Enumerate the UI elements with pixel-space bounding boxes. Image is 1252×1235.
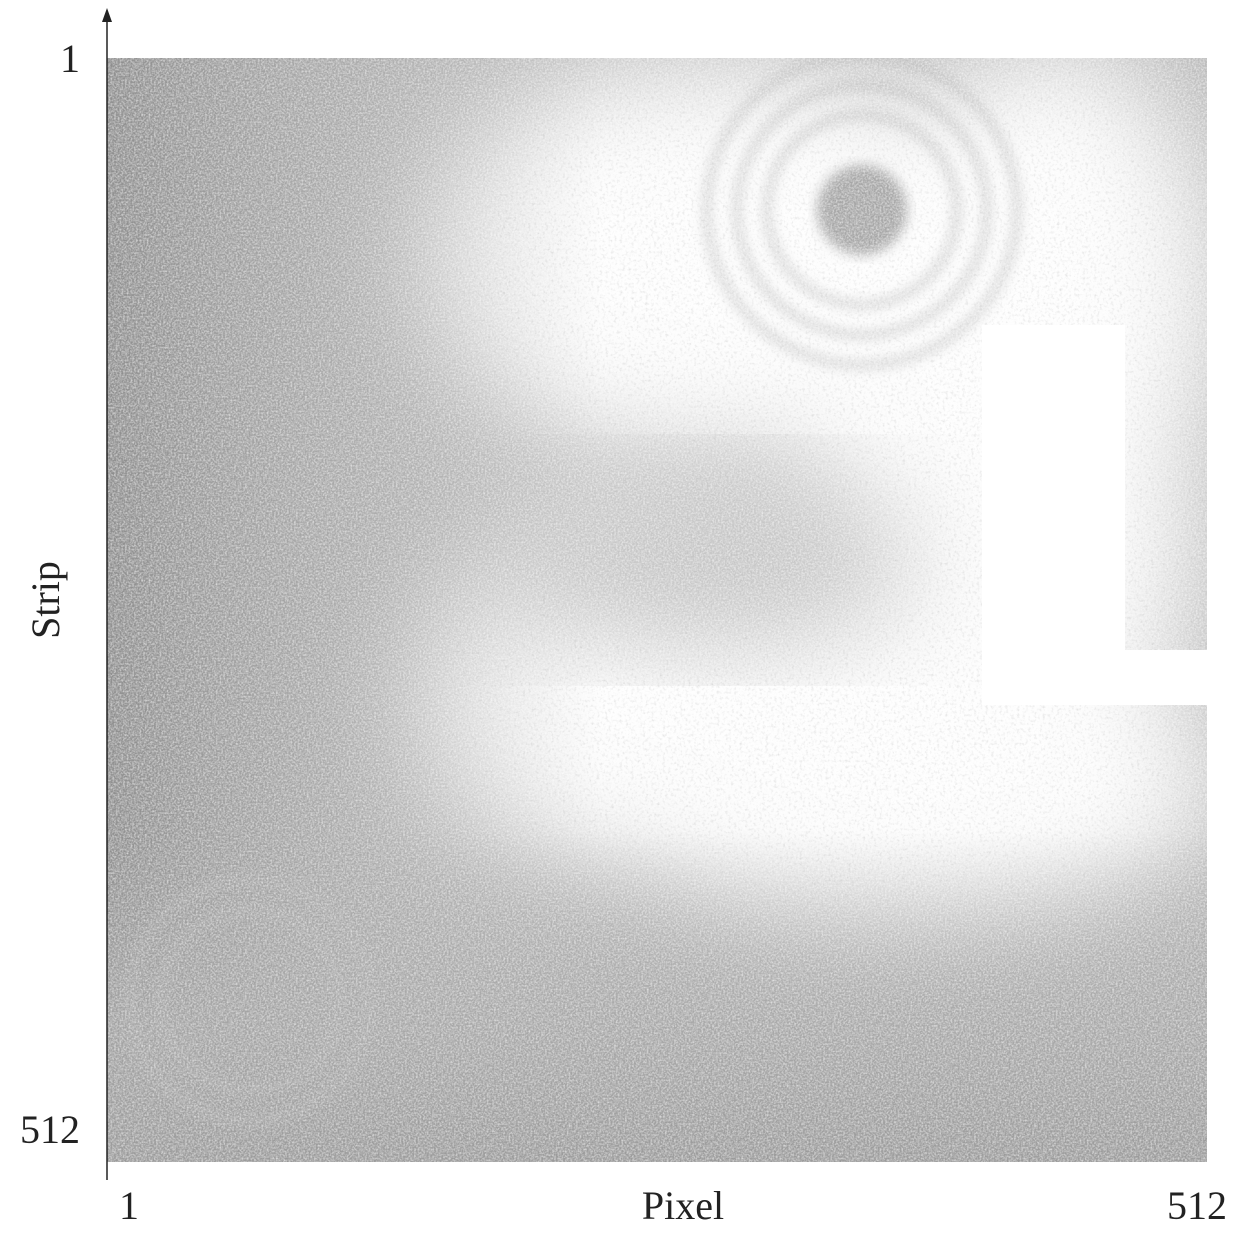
x-tick-label: 512 [1167, 1183, 1227, 1228]
page: Pixel Strip 15121512 (() => { const data… [0, 0, 1252, 1235]
y-axis-arrow [102, 8, 112, 22]
y-tick-label: 1 [60, 36, 80, 81]
x-tick-label: 1 [119, 1183, 139, 1228]
chart: Pixel Strip 1 512 1 512 [0, 0, 1252, 1235]
y-axis-label: Strip [23, 561, 68, 639]
detector-image [107, 40, 1220, 1162]
y-tick-label: 512 [20, 1107, 80, 1152]
x-axis-label: Pixel [642, 1183, 724, 1228]
